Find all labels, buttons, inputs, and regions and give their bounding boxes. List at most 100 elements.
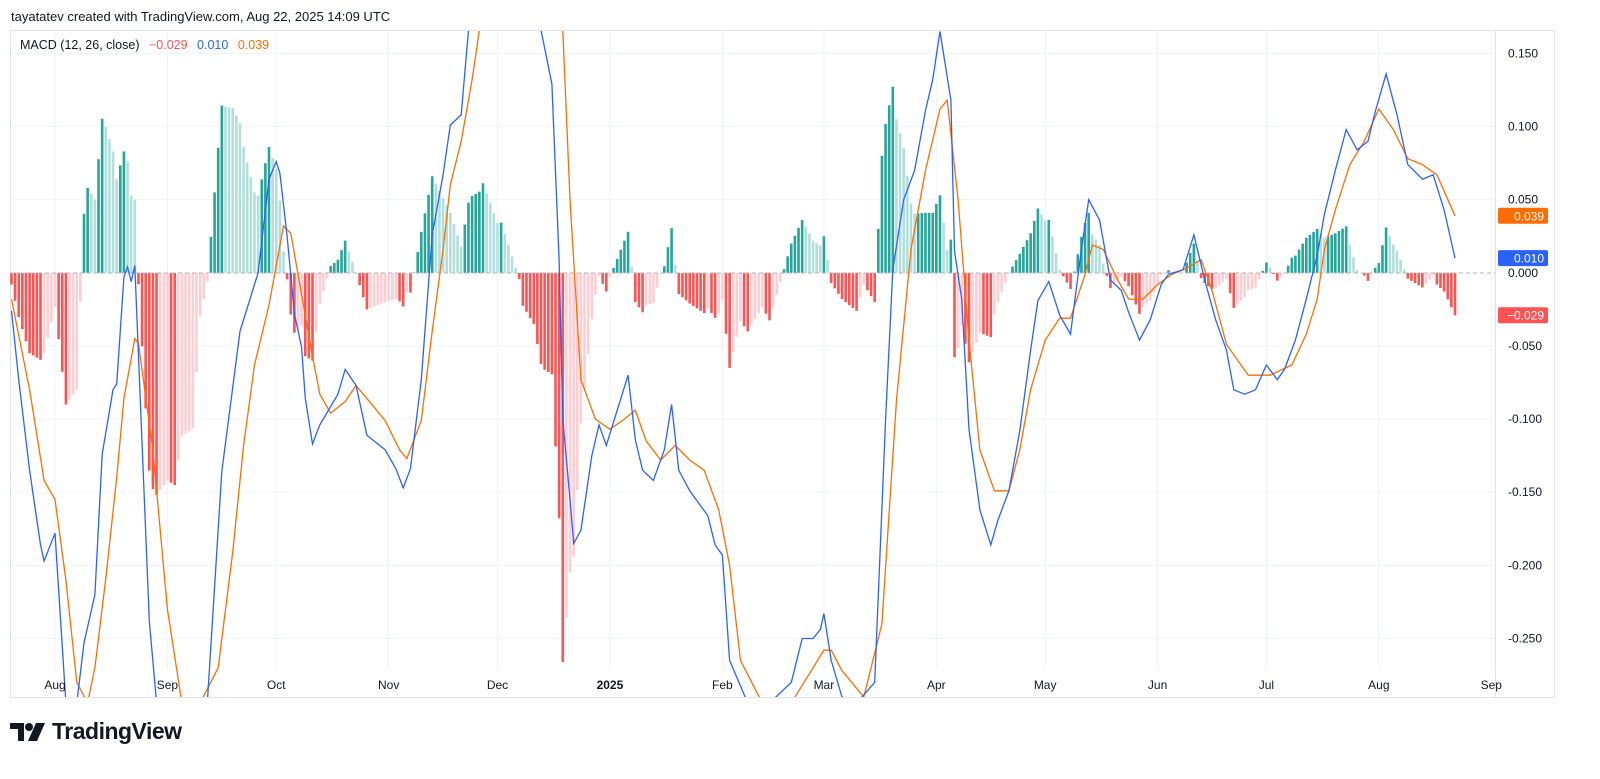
tradingview-logo-icon — [10, 722, 45, 741]
histogram-bar — [604, 272, 608, 292]
histogram-bar — [499, 222, 503, 273]
x-tick-label: Feb — [712, 678, 733, 692]
histogram-bar — [510, 256, 514, 273]
histogram-bar — [1370, 272, 1373, 275]
histogram-bar — [793, 235, 797, 273]
histogram-bar — [619, 249, 623, 273]
histogram-bar — [434, 183, 438, 273]
histogram-bar — [285, 272, 289, 280]
histogram-bar — [79, 272, 82, 302]
histogram-bar — [296, 272, 300, 330]
histogram-bar — [945, 249, 949, 273]
histogram-bar — [804, 226, 808, 273]
histogram-bar — [158, 272, 162, 491]
histogram-bar — [757, 272, 760, 314]
histogram-bar — [35, 272, 39, 358]
histogram-bar — [249, 177, 253, 273]
x-tick-label: Sep — [157, 678, 179, 692]
histogram-bar — [1225, 272, 1228, 279]
histogram-bar — [706, 272, 710, 309]
histogram-bar — [608, 272, 612, 278]
histogram-bar — [1076, 254, 1080, 273]
histogram-bar — [775, 272, 779, 295]
histogram-bar — [216, 147, 220, 273]
histogram-bar — [1355, 269, 1359, 273]
histogram-bar — [710, 272, 713, 314]
histogram-bar — [332, 262, 336, 273]
histogram-bar — [702, 272, 706, 314]
histogram-bar — [1417, 272, 1421, 286]
histogram-bar — [851, 272, 855, 308]
histogram-bar — [260, 179, 264, 273]
histogram-bar — [848, 272, 851, 305]
histogram-bar — [1087, 212, 1090, 273]
histogram-bar — [1428, 272, 1431, 280]
histogram-bar — [343, 240, 347, 273]
histogram-bar — [24, 272, 28, 342]
histogram-bar — [1018, 253, 1022, 273]
histogram-bar — [213, 192, 216, 273]
histogram-bar — [68, 272, 71, 400]
histogram-bar — [1029, 233, 1032, 273]
x-tick-label: Sep — [1481, 678, 1503, 692]
histogram-bar — [140, 272, 144, 347]
histogram-bar — [220, 105, 224, 273]
histogram-bar — [1000, 272, 1003, 293]
x-tick-label: Mar — [814, 678, 835, 692]
histogram-bar — [1112, 272, 1116, 284]
histogram-bar — [771, 272, 775, 308]
histogram-bar — [652, 272, 655, 303]
histogram-bar — [840, 272, 844, 300]
histogram-bar — [82, 213, 86, 273]
histogram-bar — [39, 272, 42, 360]
histogram-bar — [108, 139, 111, 273]
histogram-bar — [329, 266, 332, 273]
indicator-legend[interactable]: MACD (12, 26, close) −0.029 0.010 0.039 — [20, 38, 275, 52]
histogram-bar — [227, 107, 231, 273]
histogram-bar — [1341, 228, 1344, 273]
histogram-bar — [644, 272, 648, 306]
histogram-bar — [1290, 257, 1294, 273]
histogram-bar — [1159, 272, 1163, 276]
histogram-bar — [942, 222, 945, 273]
histogram-bar — [209, 236, 213, 273]
histogram-bar — [46, 272, 50, 338]
histogram-bar — [1116, 272, 1119, 280]
tradingview-logo[interactable]: TradingView — [10, 718, 182, 745]
histogram-bar — [1323, 237, 1326, 273]
histogram-bar — [93, 199, 97, 273]
histogram-bar — [459, 246, 463, 273]
histogram-bar — [137, 272, 140, 285]
x-tick-label: Aug — [44, 678, 65, 692]
histogram-bar — [554, 272, 557, 447]
histogram-bar — [42, 272, 46, 354]
histogram-bar — [1080, 236, 1083, 273]
histogram-bar — [1326, 236, 1330, 273]
histogram-bar — [949, 239, 953, 273]
histogram-bar — [1392, 244, 1395, 273]
histogram-bar — [550, 272, 554, 375]
histogram-bar — [420, 231, 423, 273]
histogram-bar — [293, 272, 296, 333]
histogram-bar — [485, 193, 488, 273]
histogram-bar — [383, 272, 387, 303]
histogram-bar — [57, 272, 60, 340]
histogram-bar — [129, 195, 133, 273]
histogram-bar — [340, 250, 343, 273]
histogram-bar — [289, 272, 293, 315]
histogram-bar — [1304, 237, 1308, 273]
histogram-bar — [974, 272, 978, 343]
histogram-bar — [895, 119, 898, 273]
histogram-bar — [967, 272, 971, 363]
histogram-bar — [1366, 272, 1370, 281]
histogram-bar — [31, 272, 35, 356]
histogram-bar — [180, 272, 184, 437]
histogram-bar — [187, 272, 191, 431]
histogram-bar — [231, 108, 235, 273]
histogram-bar — [855, 272, 858, 311]
histogram-bar — [869, 272, 873, 297]
histogram-bar — [673, 264, 677, 273]
histogram-bar — [492, 213, 496, 273]
histogram-bar — [452, 224, 456, 273]
